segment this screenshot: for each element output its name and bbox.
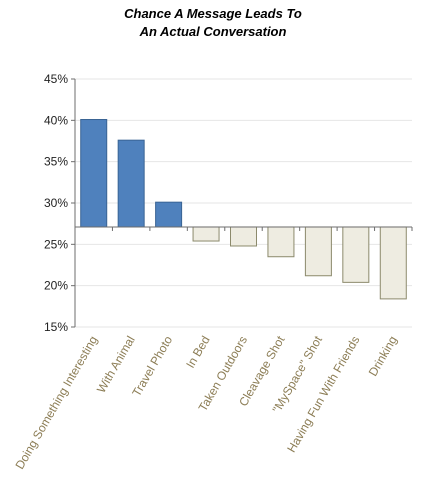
y-tick-label: 15%: [44, 320, 68, 334]
bar: [80, 119, 108, 228]
y-tick-label: 45%: [44, 72, 68, 86]
chart-title-line-2: An Actual Conversation: [139, 24, 287, 39]
chart-title-line-1: Chance A Message Leads To: [124, 6, 302, 21]
bar: [379, 226, 407, 300]
y-tick-label: 20%: [44, 279, 68, 293]
x-tick-label: Having Fun With Friends: [284, 334, 362, 455]
bars: [80, 119, 407, 300]
y-tick-label: 30%: [44, 196, 68, 210]
y-tick-label: 25%: [44, 237, 68, 251]
x-tick-label: Doing Something Interesting: [12, 334, 100, 472]
bar: [192, 226, 220, 242]
y-tick-label: 35%: [44, 155, 68, 169]
bar: [155, 201, 183, 228]
bar: [117, 139, 145, 228]
y-tick-label: 40%: [44, 113, 68, 127]
x-tick-label: With Animal: [94, 334, 138, 396]
bar: [304, 226, 332, 277]
y-tick-labels: 15% 20% 25% 30% 35% 40% 45%: [44, 72, 68, 334]
x-tick-label: In Bed: [183, 334, 212, 371]
bar: [342, 226, 370, 283]
bar: [230, 226, 257, 247]
bar: [267, 226, 295, 258]
x-tick-label: Drinking: [366, 334, 400, 379]
